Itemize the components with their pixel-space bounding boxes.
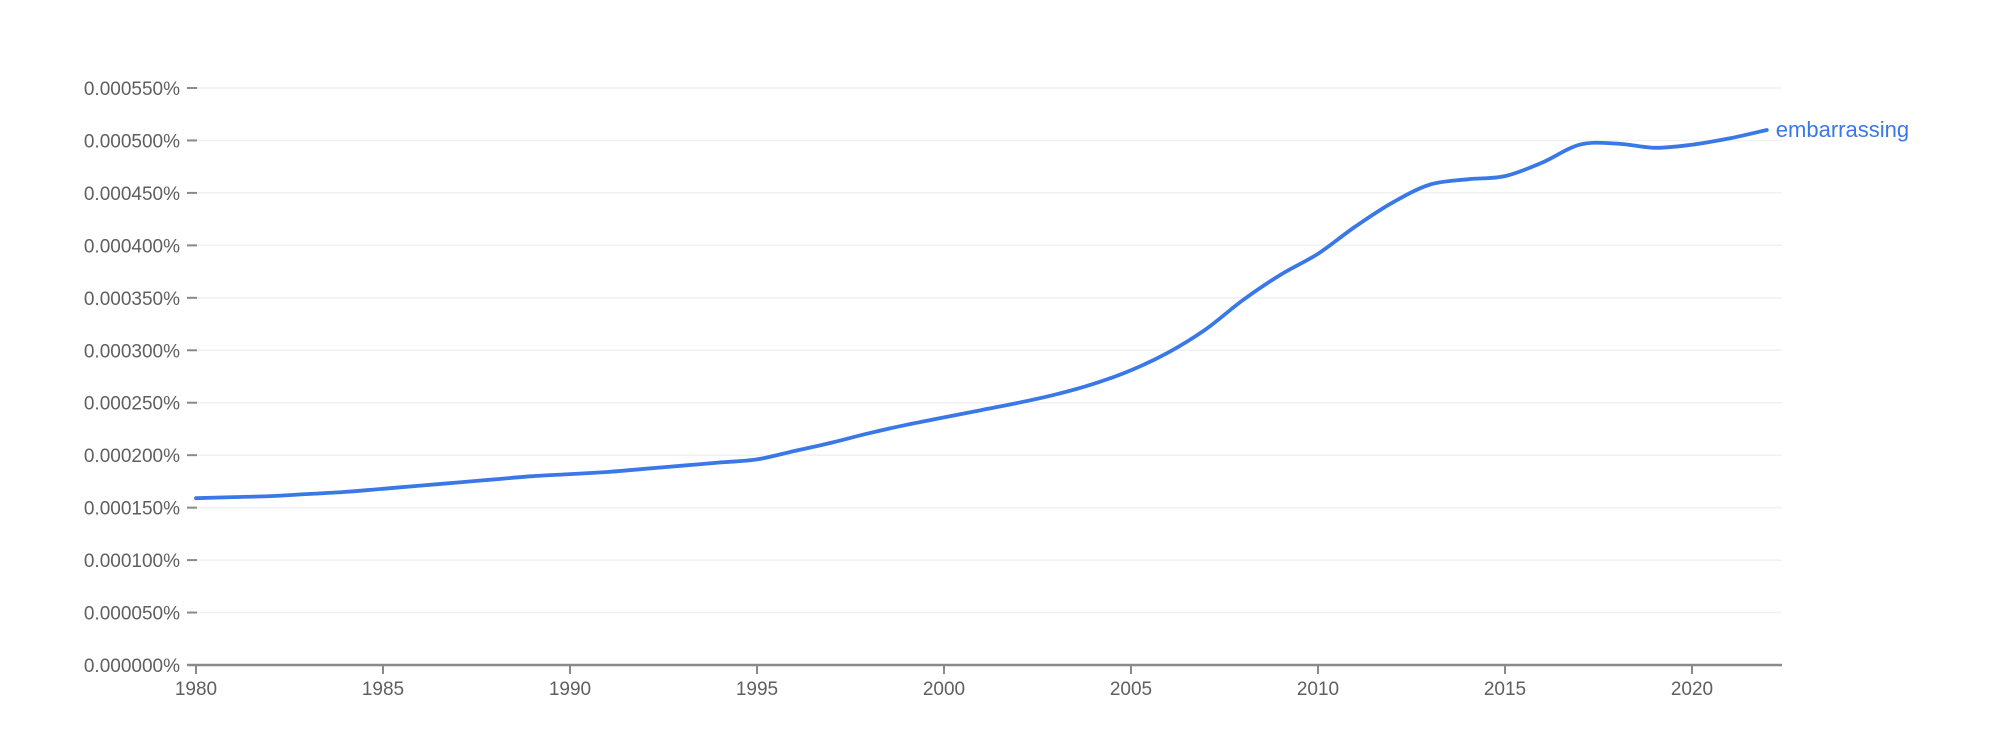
y-tick-label: 0.000050% bbox=[84, 604, 180, 625]
y-tick-label: 0.000250% bbox=[84, 394, 180, 415]
x-tick-label: 2005 bbox=[1110, 679, 1152, 700]
y-tick-label: 0.000550% bbox=[84, 79, 180, 100]
y-tick-label: 0.000000% bbox=[84, 656, 180, 677]
y-tick-label: 0.000400% bbox=[84, 236, 180, 257]
y-tick-label: 0.000350% bbox=[84, 289, 180, 310]
x-tick-label: 1980 bbox=[175, 679, 217, 700]
y-tick-label: 0.000100% bbox=[84, 551, 180, 572]
y-tick-label: 0.000450% bbox=[84, 184, 180, 205]
x-tick-label: 2020 bbox=[1671, 679, 1713, 700]
x-tick-label: 1990 bbox=[549, 679, 591, 700]
y-tick-label: 0.000500% bbox=[84, 131, 180, 152]
series-line-embarrassing[interactable] bbox=[194, 128, 1769, 501]
y-tick-label: 0.000200% bbox=[84, 446, 180, 467]
x-tick-label: 2000 bbox=[923, 679, 965, 700]
y-tick-label: 0.000300% bbox=[84, 341, 180, 362]
x-tick-label: 1995 bbox=[736, 679, 778, 700]
series-label[interactable]: embarrassing bbox=[1776, 117, 1909, 142]
x-tick-label: 2010 bbox=[1297, 679, 1339, 700]
x-tick-label: 1985 bbox=[362, 679, 404, 700]
y-tick-label: 0.000150% bbox=[84, 499, 180, 520]
x-tick-label: 2015 bbox=[1484, 679, 1526, 700]
